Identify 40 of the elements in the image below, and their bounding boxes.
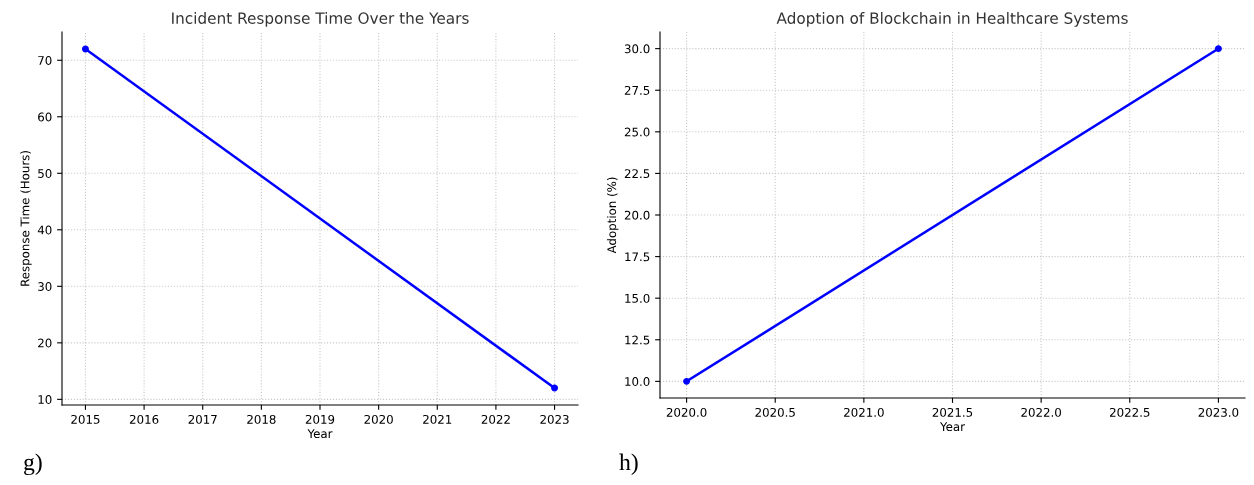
x-tick-label: 2023 xyxy=(540,414,569,424)
y-axis-title: Adoption (%) xyxy=(607,177,619,254)
x-tick-label: 2018 xyxy=(247,414,276,424)
y-tick-label: 27.5 xyxy=(624,85,650,95)
y-tick-label: 10.0 xyxy=(625,377,650,387)
x-axis-title: Year xyxy=(939,422,965,432)
y-tick-label: 60 xyxy=(38,112,52,122)
x-tick-label: 2020.5 xyxy=(755,407,795,417)
y-tick-label: 70 xyxy=(38,55,52,65)
x-tick-label: 2019 xyxy=(305,414,335,424)
chart-title: Adoption of Blockchain in Healthcare Systems xyxy=(776,12,1128,27)
x-tick-label: 2023.0 xyxy=(1198,407,1239,417)
y-tick-label: 10 xyxy=(38,395,52,404)
x-tick-label: 2022 xyxy=(481,414,510,424)
y-tick-label: 17.5 xyxy=(625,252,650,262)
y-tick-label: 22.5 xyxy=(624,169,650,179)
x-tick-label: 2022.0 xyxy=(1021,407,1062,417)
text: h) xyxy=(619,453,638,476)
y-axis-title: Response Time (Hours) xyxy=(20,151,32,286)
x-tick-label: 2020 xyxy=(364,414,393,424)
x-tick-label: 2020.0 xyxy=(666,407,707,417)
x-tick-label: 2015 xyxy=(71,414,100,424)
x-tick-label: 2021.5 xyxy=(932,407,973,417)
y-tick-label: 12.5 xyxy=(625,335,650,345)
x-tick-label: 2016 xyxy=(129,414,159,424)
x-tick-label: 2017 xyxy=(188,414,217,424)
text: g) xyxy=(24,453,42,476)
y-tick-label: 25.0 xyxy=(624,127,650,137)
x-tick-label: 2021 xyxy=(423,414,452,424)
y-tick-label: 15.0 xyxy=(625,293,650,303)
x-tick-label: 2021.0 xyxy=(844,407,884,417)
x-tick-label: 2022.5 xyxy=(1109,407,1150,417)
chart-title: Incident Response Time Over the Years xyxy=(172,12,469,27)
y-tick-label: 30 xyxy=(38,282,52,291)
y-tick-label: 30.0 xyxy=(624,44,650,54)
y-tick-label: 20 xyxy=(38,338,52,348)
y-tick-label: 20.0 xyxy=(624,210,650,220)
x-axis-title: Year xyxy=(307,429,333,439)
y-tick-label: 50 xyxy=(38,169,52,178)
y-tick-label: 40 xyxy=(37,225,52,235)
